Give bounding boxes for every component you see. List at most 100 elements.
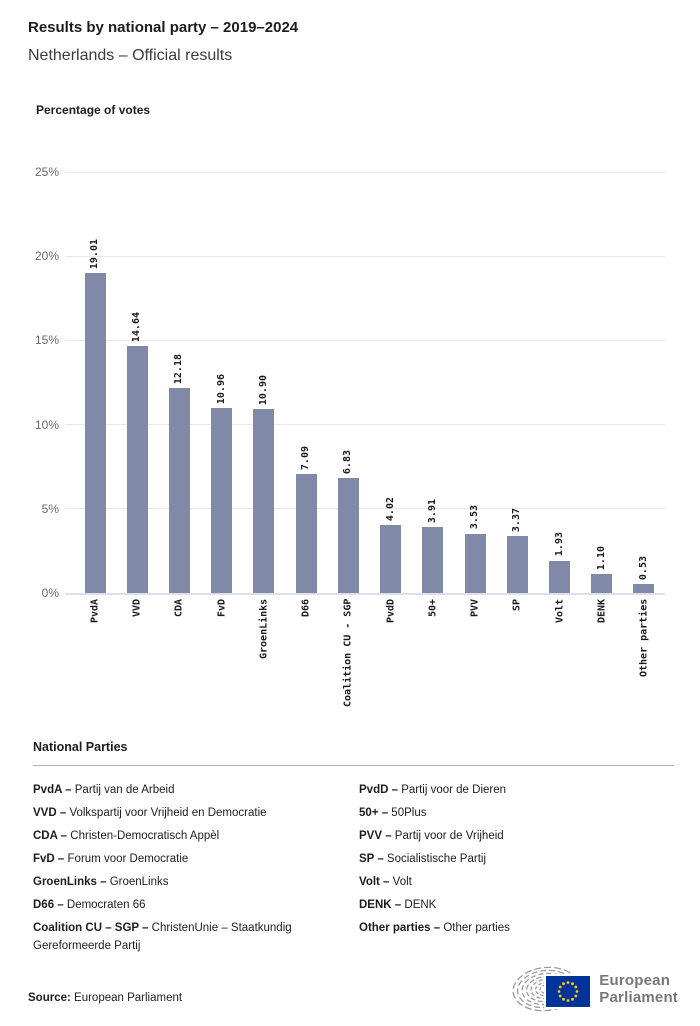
party-name: DENK	[401, 899, 437, 911]
bar-value-label: 10.96	[215, 374, 227, 405]
party-abbr: PvdD –	[359, 784, 398, 796]
axis-baseline	[65, 593, 665, 595]
gridline	[65, 171, 665, 173]
party-abbr: DENK –	[359, 899, 402, 911]
axis-tick-label: 25%	[34, 165, 59, 179]
category-label: PvdA	[89, 599, 101, 624]
bar-value-label: 7.09	[299, 445, 311, 470]
party-name: Partij van de Arbeid	[71, 784, 175, 796]
legend-section: National Parties PvdA – Partij van de Ar…	[33, 740, 674, 960]
legend-item: Coalition CU – SGP – ChristenUnie – Staa…	[33, 919, 359, 955]
party-abbr: CDA –	[33, 830, 68, 842]
party-abbr: PVV –	[359, 830, 392, 842]
legend-item: PvdD – Partij voor de Dieren	[359, 781, 674, 799]
bar	[464, 533, 486, 593]
axis-tick-label: 0%	[41, 586, 59, 600]
party-name: 50Plus	[388, 807, 427, 819]
category-label: Other parties	[638, 599, 650, 678]
party-name: Other parties	[440, 922, 510, 934]
party-abbr: Coalition CU – SGP –	[33, 922, 149, 934]
party-name: Democraten 66	[63, 899, 146, 911]
eu-flag-stars	[557, 981, 579, 1002]
bar-value-label: 3.37	[511, 508, 523, 533]
legend-item: GroenLinks – GroenLinks	[33, 873, 359, 891]
bar-value-label: 6.83	[342, 449, 354, 474]
legend-column: PvdD – Partij voor de Dieren 50+ – 50Plus…	[359, 781, 674, 960]
hemicycle-icon	[512, 966, 593, 1012]
bar-value-label: 14.64	[130, 312, 142, 343]
bar	[84, 272, 106, 593]
page-title: Results by national party – 2019–2024	[28, 19, 299, 36]
bar	[211, 408, 233, 593]
eu-flag	[546, 976, 591, 1007]
party-abbr: VVD –	[33, 807, 67, 819]
bar-value-label: 12.18	[173, 353, 185, 384]
legend-item: PVV – Partij voor de Vrijheid	[359, 827, 674, 845]
bar	[168, 387, 190, 593]
bar	[337, 477, 359, 593]
axis-tick-label: 5%	[41, 501, 59, 516]
gridline	[65, 508, 665, 510]
category-label: CDA	[173, 599, 185, 618]
bar	[506, 536, 528, 593]
party-abbr: Volt –	[359, 876, 390, 888]
party-name: Volt	[389, 876, 412, 888]
bar	[633, 584, 655, 593]
category-label: 50+	[427, 599, 439, 618]
axis-tick-label: 10%	[34, 417, 59, 432]
legend-divider	[33, 765, 674, 766]
bar	[549, 560, 571, 593]
bar	[422, 527, 444, 593]
legend-item: Volt – Volt	[359, 873, 674, 891]
party-name: GroenLinks	[106, 876, 169, 888]
category-label: PvdD	[385, 599, 397, 624]
gridline	[65, 424, 665, 426]
party-abbr: SP –	[359, 853, 384, 865]
category-label: D66	[300, 599, 312, 618]
legend-item: PvdA – Partij van de Arbeid	[33, 781, 359, 799]
bar-value-label: 3.53	[468, 505, 480, 530]
category-label: PVV	[469, 599, 481, 618]
party-abbr: Other parties –	[359, 922, 441, 934]
source-text: European Parliament	[70, 992, 183, 1004]
party-name: Christen-Democratisch Appèl	[67, 830, 220, 842]
category-label: GroenLinks	[258, 599, 270, 660]
chart: 19.01 14.64 12.18 10.96 10.90 7.09 6.83 4.02 3.9…	[34, 165, 665, 708]
axis-tick-label: 15%	[34, 333, 59, 348]
legend-item: 50+ – 50Plus	[359, 804, 674, 822]
party-name: Socialistische Partij	[383, 853, 486, 865]
party-name: Volkspartij voor Vrijheid en Democratie	[66, 807, 267, 819]
category-label: VVD	[131, 599, 143, 618]
page-subtitle: Netherlands – Official results	[28, 47, 233, 64]
axis-tick-label: 20%	[34, 249, 59, 264]
party-abbr: PvdA –	[33, 784, 72, 796]
category-label: Coalition CU - SGP	[342, 599, 354, 708]
party-name: ChristenUnie – Staatkundig Gereformeerde…	[33, 922, 292, 952]
bar-value-label: 4.02	[384, 497, 396, 522]
logo-text-line2: Parliament	[599, 989, 678, 1006]
gridline	[65, 255, 665, 257]
bar-value-label: 0.53	[637, 555, 649, 581]
legend-item: D66 – Democraten 66	[33, 896, 359, 914]
gridline	[65, 339, 665, 341]
legend-item: DENK – DENK	[359, 896, 674, 914]
bar-value-label: 10.90	[257, 375, 269, 406]
category-label: Volt	[554, 599, 566, 624]
legend-columns: PvdA – Partij van de Arbeid VVD – Volkspa…	[33, 781, 674, 960]
bar-value-label: 1.93	[553, 532, 565, 557]
party-abbr: 50+ –	[359, 807, 389, 819]
bar	[253, 409, 275, 593]
category-label: FvD	[216, 599, 228, 618]
party-name: Forum voor Democratie	[64, 853, 189, 865]
bar-value-label: 19.01	[88, 238, 100, 269]
bar-value-label: 3.91	[426, 499, 438, 524]
party-abbr: D66 –	[33, 899, 64, 911]
legend-heading: National Parties	[33, 740, 128, 754]
chart-title: Percentage of votes	[36, 103, 151, 117]
party-name: Partij voor de Dieren	[398, 784, 507, 796]
plot-area: 19.01 14.64 12.18 10.96 10.90 7.09 6.83 4.02 3.9…	[65, 171, 665, 595]
bar	[591, 574, 613, 593]
bar	[126, 346, 148, 593]
source-label: Source:	[28, 992, 71, 1004]
